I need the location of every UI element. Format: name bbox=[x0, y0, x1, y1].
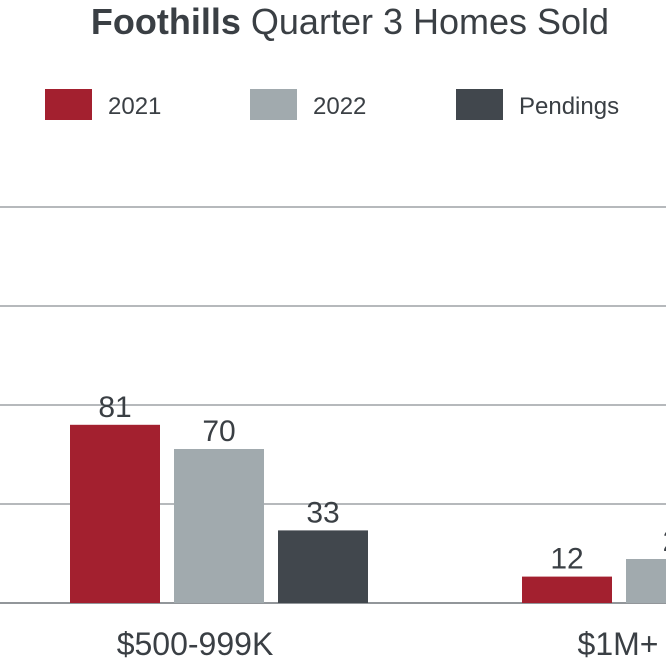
data-label-2021-1: 12 bbox=[550, 543, 583, 576]
data-label-2022-1: 2 bbox=[663, 525, 666, 558]
legend-label-pendings: Pendings bbox=[519, 93, 619, 120]
chart-title: Foothills Quarter 3 Homes Sold bbox=[91, 1, 609, 42]
legend-label-2021: 2021 bbox=[108, 93, 161, 120]
legend-swatch-2022 bbox=[250, 89, 297, 120]
legend: 2021 2022 Pendings bbox=[45, 89, 619, 120]
chart-title-rest: Quarter 3 Homes Sold bbox=[241, 1, 609, 42]
chart-title-bold: Foothills bbox=[91, 1, 241, 42]
bar-2022-1 bbox=[626, 559, 666, 603]
bar-2022-0 bbox=[174, 449, 264, 603]
x-tick-label-1: $1M+ bbox=[578, 626, 659, 662]
legend-swatch-pendings bbox=[456, 89, 503, 120]
data-labels: 81 70 33 12 2 bbox=[98, 391, 666, 576]
legend-swatch-2021 bbox=[45, 89, 92, 120]
data-label-2022-0: 70 bbox=[202, 415, 235, 448]
data-label-pendings-0: 33 bbox=[306, 496, 339, 529]
bar-2021-1 bbox=[522, 576, 612, 603]
x-tick-label-0: $500-999K bbox=[117, 626, 274, 662]
bar-2021-0 bbox=[70, 424, 160, 603]
x-axis-ticks: $500-999K $1M+ bbox=[117, 626, 659, 662]
bars bbox=[70, 424, 666, 603]
data-label-2021-0: 81 bbox=[98, 391, 131, 424]
bar-pendings-0 bbox=[278, 530, 368, 603]
legend-label-2022: 2022 bbox=[313, 93, 366, 120]
